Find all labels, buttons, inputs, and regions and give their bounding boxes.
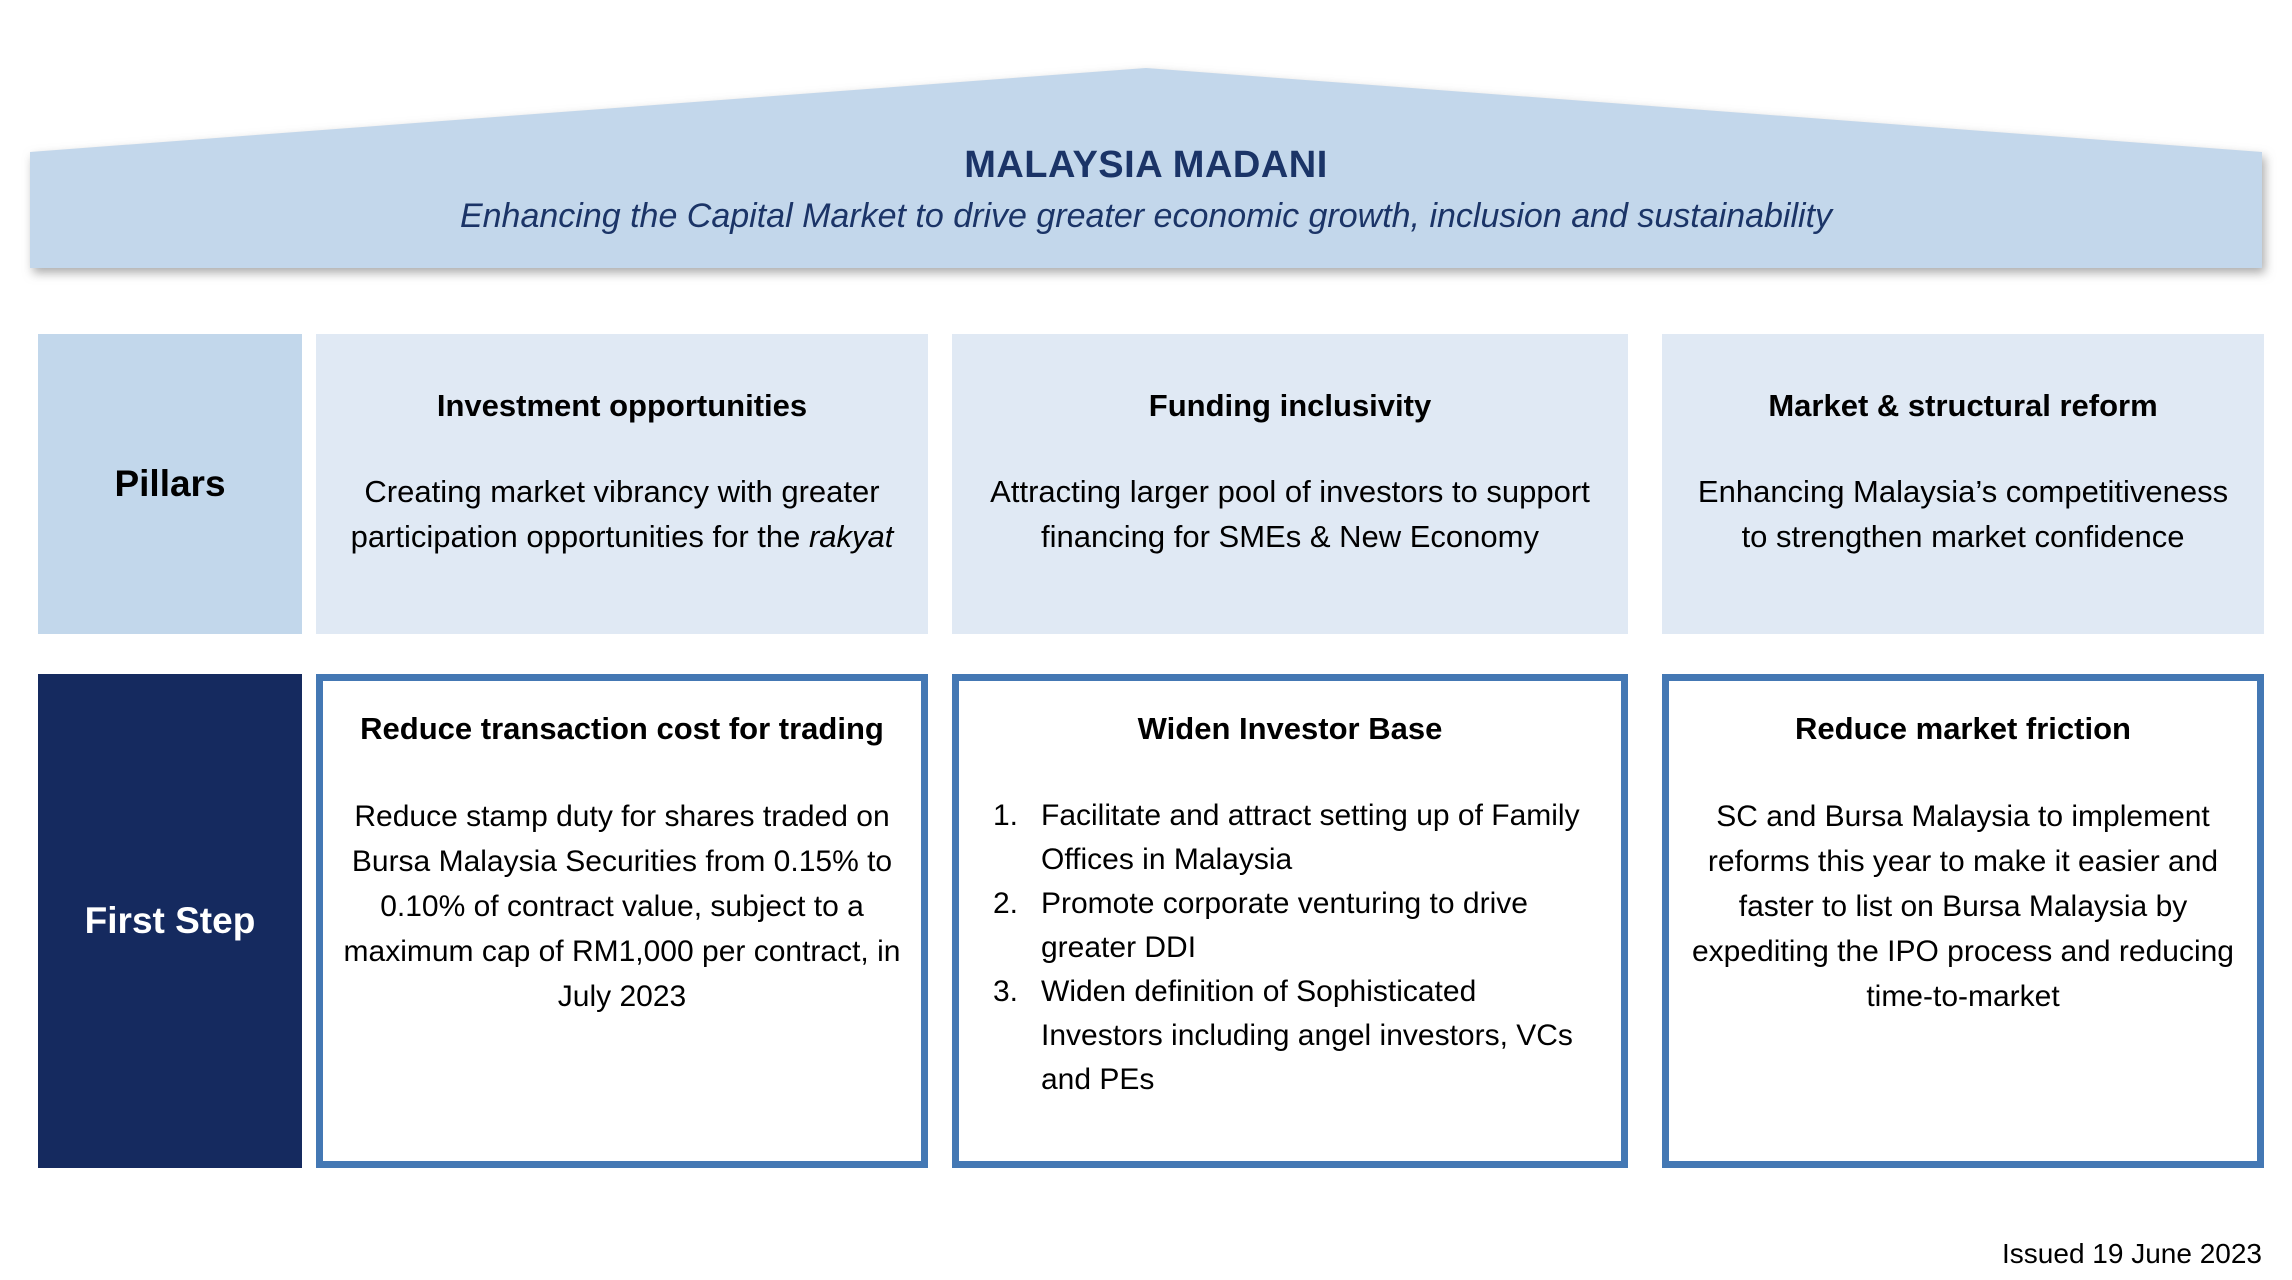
issued-date: Issued 19 June 2023	[2002, 1238, 2262, 1269]
pillars-row-label: Pillars	[38, 334, 302, 634]
banner-shape: MALAYSIA MADANI Enhancing the Capital Ma…	[30, 68, 2262, 268]
pillar-investment-opportunities: Investment opportunities Creating market…	[316, 334, 928, 634]
first-step-title: Reduce transaction cost for trading	[360, 711, 884, 746]
first-step-widen-investor-base: Widen Investor Base 1. Facilitate and at…	[952, 674, 1628, 1168]
first-step-row-label: First Step	[38, 674, 302, 1168]
list-item: 1. Facilitate and attract setting up of …	[993, 794, 1595, 882]
pillar-title: Investment opportunities	[436, 388, 808, 423]
pillar-market-structural-reform: Market & structural reform Enhancing Mal…	[1662, 334, 2264, 634]
pillar-funding-inclusivity: Funding inclusivity Attracting larger po…	[952, 334, 1628, 634]
banner-subtitle: Enhancing the Capital Market to drive gr…	[459, 197, 1833, 235]
pillar-title: Market & structural reform	[1768, 388, 2158, 423]
first-step-body: SC and Bursa Malaysia to implement refor…	[1691, 800, 2234, 1013]
banner-title: MALAYSIA MADANI	[964, 144, 1328, 186]
list-item: 3. Widen definition of Sophisticated Inv…	[993, 970, 1595, 1102]
list-item-text: Widen definition of Sophisticated Invest…	[1041, 975, 1573, 1096]
banner: MALAYSIA MADANI Enhancing the Capital Ma…	[30, 68, 2262, 268]
pillar-body: Attracting larger pool of investors to s…	[990, 474, 1590, 554]
pillar-body-italic: rakyat	[808, 519, 894, 554]
pillar-body: Enhancing Malaysia’s competitiveness to …	[1697, 474, 2229, 554]
pillar-title: Funding inclusivity	[1148, 388, 1432, 423]
list-item-number: 1.	[993, 799, 1019, 832]
list-item-text: Promote corporate venturing to drive gre…	[1041, 887, 1528, 964]
first-step-row-label-text: First Step	[84, 900, 256, 941]
pillar-body-text: Creating market vibrancy with greater pa…	[350, 474, 880, 554]
list-item-number: 3.	[993, 975, 1019, 1008]
first-step-title: Reduce market friction	[1795, 711, 2131, 746]
list-item-text: Facilitate and attract setting up of Fam…	[1041, 799, 1580, 876]
first-step-title: Widen Investor Base	[1137, 711, 1443, 746]
pillars-row-label-text: Pillars	[114, 463, 226, 504]
first-step-list: 1. Facilitate and attract setting up of …	[979, 794, 1601, 1102]
list-item: 2. Promote corporate venturing to drive …	[993, 882, 1595, 970]
first-step-body: Reduce stamp duty for shares traded on B…	[343, 800, 901, 1013]
first-step-reduce-market-friction: Reduce market friction SC and Bursa Mala…	[1662, 674, 2264, 1168]
list-item-number: 2.	[993, 887, 1019, 920]
first-step-reduce-transaction-cost: Reduce transaction cost for trading Redu…	[316, 674, 928, 1168]
pillar-body: Creating market vibrancy with greater pa…	[338, 469, 906, 559]
